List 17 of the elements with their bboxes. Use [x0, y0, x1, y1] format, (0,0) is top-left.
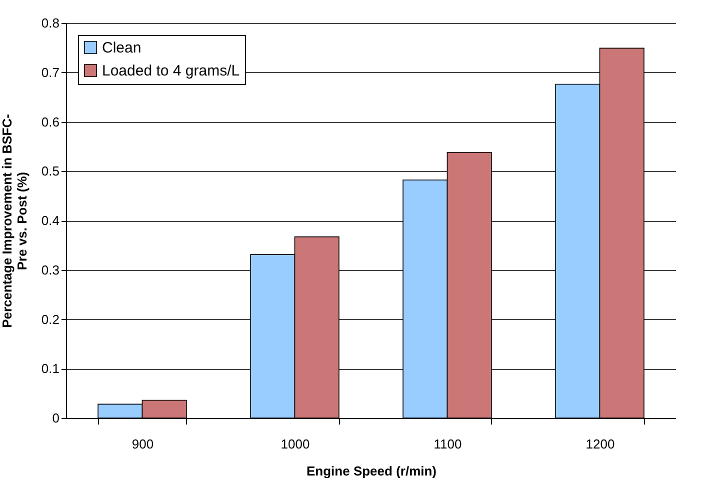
y-tick-label: 0.5 — [41, 164, 60, 179]
y-tick-label: 0.2 — [41, 312, 60, 327]
legend-label: Loaded to 4 grams/L — [102, 62, 240, 80]
x-axis-title: Engine Speed (r/min) — [306, 464, 437, 478]
x-tick-label: 1100 — [434, 436, 462, 452]
y-tick-label: 0 — [52, 410, 60, 426]
y-tick-label: 0.3 — [41, 262, 60, 278]
y-axis-title: Percentage Improvement in BSFC- Pre vs. Post (%) — [0, 114, 30, 328]
y-tick-label: 0.1 — [41, 361, 60, 376]
x-tick-label: 1000 — [280, 436, 310, 452]
y-tick-label: 0.6 — [41, 114, 60, 130]
y-tick-label: 0.4 — [41, 213, 60, 228]
y-tick-label: 0.7 — [41, 64, 60, 80]
x-tick-label: 1200 — [586, 436, 615, 452]
legend-label: Clean — [102, 40, 142, 56]
y-tick-label: 0.8 — [41, 16, 60, 30]
x-tick-label: 900 — [132, 436, 154, 452]
